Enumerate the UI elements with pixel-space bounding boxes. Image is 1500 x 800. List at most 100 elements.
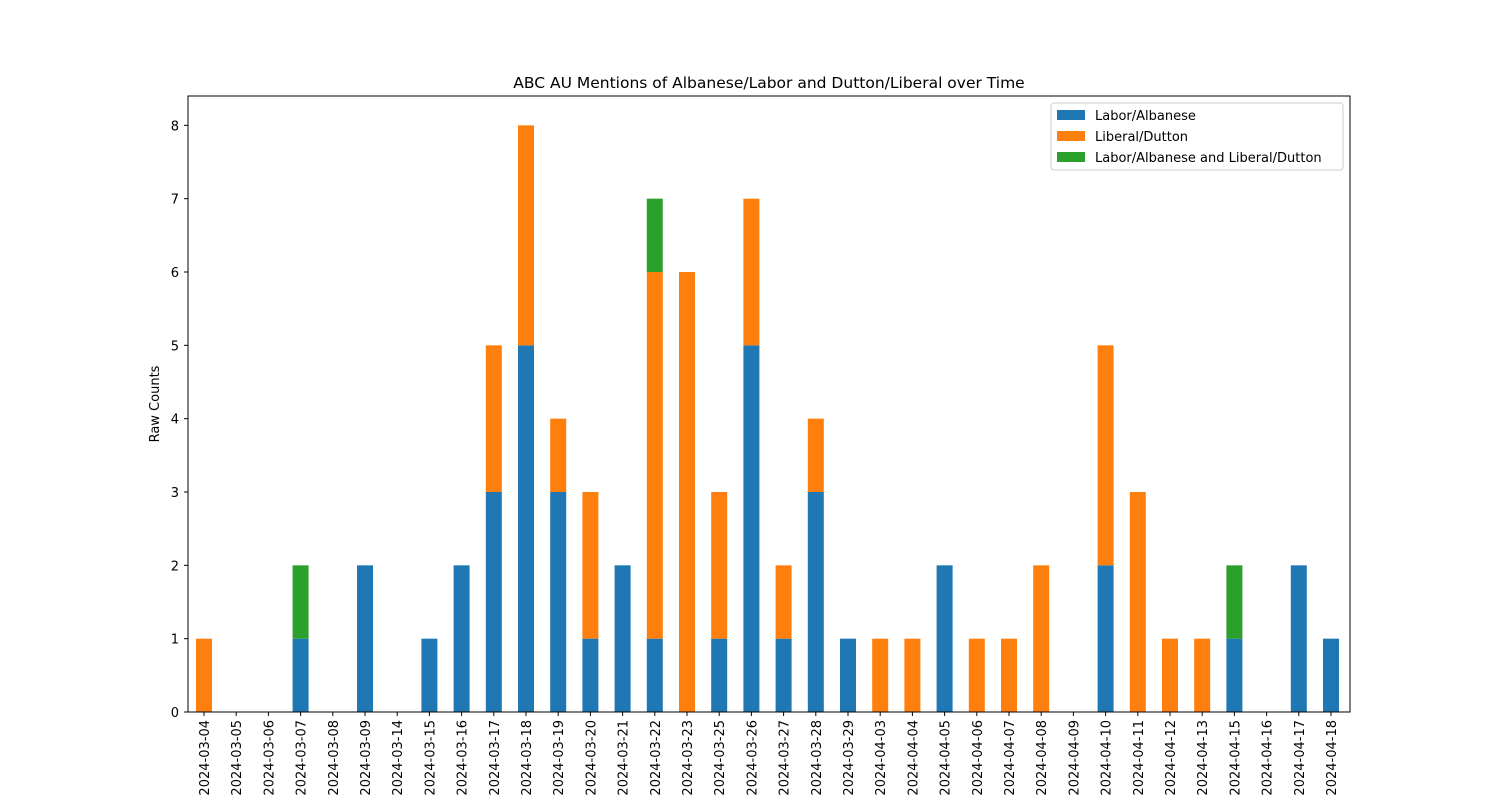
bar-labor-albanese-2024-03-18 xyxy=(518,345,534,712)
legend-swatch-labor-albanese-and-liberal-dutton xyxy=(1057,152,1085,162)
x-tick-label: 2024-03-07 xyxy=(295,720,310,796)
x-tick-label: 2024-03-22 xyxy=(649,720,664,796)
bar-labor-albanese-2024-03-16 xyxy=(453,565,470,712)
legend: Labor/Albanese Liberal/Dutton Labor/Albane… xyxy=(1050,102,1344,171)
bar-labor-albanese-2024-03-07 xyxy=(292,638,309,712)
y-tick-label: 4 xyxy=(171,413,179,428)
x-tick-label: 2024-03-23 xyxy=(681,720,696,796)
bar-liberal-dutton-2024-04-03 xyxy=(872,638,889,712)
x-tick-label: 2024-04-15 xyxy=(1228,720,1243,796)
bar-liberal-dutton-2024-04-07 xyxy=(1001,638,1017,712)
bar-liberal-dutton-2024-03-19 xyxy=(550,418,567,492)
y-tick-label: 2 xyxy=(171,559,179,574)
x-tick-label: 2024-03-08 xyxy=(327,720,342,796)
x-tick-label: 2024-03-28 xyxy=(810,720,825,796)
x-tick-label: 2024-03-05 xyxy=(230,720,245,796)
x-tick-label: 2024-03-06 xyxy=(262,720,277,796)
bar-liberal-dutton-2024-04-04 xyxy=(904,638,921,712)
bar-labor-albanese-2024-03-28 xyxy=(807,492,824,712)
bar-labor-albanese-2024-04-18 xyxy=(1323,638,1339,712)
bar-labor-albanese-2024-03-17 xyxy=(485,492,502,712)
bar-labor-albanese-2024-04-17 xyxy=(1290,565,1307,712)
bar-labor-albanese-2024-04-15 xyxy=(1226,638,1243,712)
x-tick-label: 2024-04-10 xyxy=(1100,720,1115,796)
x-tick-label: 2024-04-12 xyxy=(1164,720,1179,796)
y-tick-label: 3 xyxy=(171,486,179,501)
x-tick-label: 2024-03-19 xyxy=(552,720,567,796)
bar-labor-albanese-2024-03-21 xyxy=(614,565,631,712)
y-tick-label: 1 xyxy=(171,633,179,648)
x-tick-label: 2024-03-16 xyxy=(456,720,471,796)
x-tick-label: 2024-03-26 xyxy=(745,720,760,796)
bar-liberal-dutton-2024-03-23 xyxy=(679,272,695,712)
x-tick-label: 2024-03-20 xyxy=(584,720,599,796)
x-tick-label: 2024-04-09 xyxy=(1067,720,1082,796)
y-tick-label: 0 xyxy=(171,706,179,721)
bar-liberal-dutton-2024-03-27 xyxy=(775,565,792,639)
legend-label-labor-albanese: Labor/Albanese xyxy=(1095,109,1196,124)
bar-labor-albanese-2024-03-26 xyxy=(743,345,760,712)
x-tick-label: 2024-04-16 xyxy=(1261,720,1276,796)
bar-labor-albanese-and-liberal-dutton-2024-04-15 xyxy=(1226,565,1243,639)
y-axis: 0 1 2 3 4 5 6 7 8 xyxy=(171,119,188,721)
x-tick-label: 2024-04-07 xyxy=(1003,720,1018,796)
bar-liberal-dutton-2024-03-18 xyxy=(518,125,534,346)
x-tick-label: 2024-03-14 xyxy=(391,720,406,796)
legend-swatch-labor-albanese xyxy=(1057,110,1085,120)
bar-liberal-dutton-2024-04-11 xyxy=(1129,492,1146,712)
x-tick-label: 2024-03-21 xyxy=(617,720,632,796)
bar-labor-albanese-and-liberal-dutton-2024-03-07 xyxy=(292,565,309,639)
bar-liberal-dutton-2024-03-25 xyxy=(711,492,728,639)
y-tick-label: 5 xyxy=(171,339,179,354)
bar-liberal-dutton-2024-03-17 xyxy=(485,345,502,492)
x-tick-label: 2024-04-18 xyxy=(1325,720,1340,796)
bar-liberal-dutton-2024-03-22 xyxy=(646,272,663,639)
legend-label-labor-albanese-and-liberal-dutton: Labor/Albanese and Liberal/Dutton xyxy=(1095,151,1322,166)
bars-group xyxy=(196,125,1339,712)
x-tick-label: 2024-03-18 xyxy=(520,720,535,796)
bar-liberal-dutton-2024-04-06 xyxy=(968,638,985,712)
x-tick-label: 2024-03-25 xyxy=(713,720,728,796)
bar-liberal-dutton-2024-03-28 xyxy=(807,418,824,492)
bar-labor-albanese-2024-03-15 xyxy=(421,638,438,712)
bar-liberal-dutton-2024-04-12 xyxy=(1162,638,1178,712)
x-tick-label: 2024-03-04 xyxy=(198,720,213,796)
legend-swatch-liberal-dutton xyxy=(1057,131,1085,141)
x-tick-label: 2024-03-17 xyxy=(488,720,503,796)
x-tick-label: 2024-04-03 xyxy=(874,720,889,796)
y-tick-label: 7 xyxy=(171,193,179,208)
bar-liberal-dutton-2024-04-08 xyxy=(1033,565,1050,712)
x-tick-label: 2024-04-08 xyxy=(1035,720,1050,796)
legend-box xyxy=(1050,102,1344,171)
bar-liberal-dutton-2024-03-04 xyxy=(196,638,212,712)
x-tick-label: 2024-04-05 xyxy=(939,720,954,796)
bar-labor-albanese-2024-03-22 xyxy=(646,638,663,712)
bar-labor-albanese-2024-03-25 xyxy=(711,638,728,712)
x-tick-label: 2024-04-11 xyxy=(1132,720,1147,796)
bar-labor-albanese-2024-03-29 xyxy=(840,638,856,712)
bar-labor-albanese-2024-03-27 xyxy=(775,638,792,712)
bar-liberal-dutton-2024-04-13 xyxy=(1194,638,1211,712)
x-tick-label: 2024-04-06 xyxy=(971,720,986,796)
x-tick-label: 2024-03-27 xyxy=(778,720,793,796)
x-tick-label: 2024-04-17 xyxy=(1293,720,1308,796)
x-axis: 2024-03-04 2024-03-05 2024-03-06 2024-03-07… xyxy=(198,712,1340,796)
bar-labor-albanese-2024-04-10 xyxy=(1097,565,1114,712)
x-tick-label: 2024-03-09 xyxy=(359,720,374,796)
bar-labor-albanese-2024-03-09 xyxy=(357,565,373,712)
bar-liberal-dutton-2024-04-10 xyxy=(1097,345,1114,566)
legend-label-liberal-dutton: Liberal/Dutton xyxy=(1095,130,1188,145)
x-tick-label: 2024-04-04 xyxy=(906,720,921,796)
bar-liberal-dutton-2024-03-26 xyxy=(743,198,760,346)
x-tick-label: 2024-04-13 xyxy=(1196,720,1211,796)
plot-frame xyxy=(187,95,1351,713)
bar-labor-albanese-2024-04-05 xyxy=(936,565,953,712)
bar-labor-albanese-2024-03-20 xyxy=(582,638,599,712)
chart-title: ABC AU Mentions of Albanese/Labor and Du… xyxy=(513,74,1024,92)
bar-liberal-dutton-2024-03-20 xyxy=(582,492,599,639)
x-tick-label: 2024-03-15 xyxy=(423,720,438,796)
y-tick-label: 8 xyxy=(171,119,179,134)
bar-labor-albanese-and-liberal-dutton-2024-03-22 xyxy=(646,198,663,272)
y-tick-label: 6 xyxy=(171,266,179,281)
